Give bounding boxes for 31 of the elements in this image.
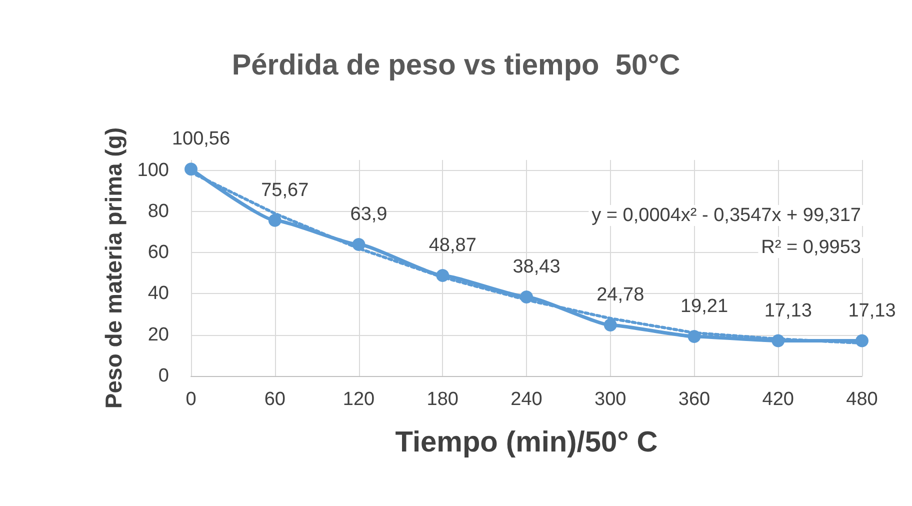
x-tick-label: 180 (426, 389, 458, 410)
y-tick-label: 100 (137, 160, 169, 181)
x-axis-title: Tiempo (min)/50° C (395, 426, 658, 458)
y-tick-label: 0 (158, 366, 169, 386)
data-label: 24,78 (596, 284, 644, 306)
y-axis-title: Peso de materia prima (g) (100, 127, 126, 409)
data-label: 75,67 (261, 180, 309, 201)
x-tick-label: 420 (762, 389, 794, 410)
point (268, 214, 282, 227)
data-label: 38,43 (512, 256, 560, 278)
x-tick-label: 480 (846, 389, 878, 410)
x-tick-label: 0 (186, 389, 196, 410)
point (604, 318, 617, 332)
chart-title: Pérdida de peso vs tiempo 50°C (232, 50, 680, 82)
annotation: y = 0,0004x² - 0,3547x + 99,317 (592, 205, 861, 226)
data-label: 100,56 (172, 128, 230, 150)
data-label: 17,13 (848, 300, 896, 322)
y-tick-label: 60 (148, 242, 169, 264)
x-tick-label: 240 (510, 389, 542, 410)
x-tick-label: 60 (264, 389, 286, 410)
y-tick-label: 80 (148, 200, 169, 222)
data-label: 63,9 (350, 204, 388, 226)
y-tick-label: 20 (148, 324, 169, 346)
y-tick-label: 40 (148, 283, 169, 304)
annotation: R² = 0,9953 (761, 237, 862, 258)
x-tick-label: 360 (678, 389, 710, 410)
x-tick-label: 300 (594, 389, 626, 410)
x-tick-label: 120 (342, 389, 375, 410)
data-label: 19,21 (680, 296, 728, 317)
data-label: 17,13 (764, 300, 812, 322)
data-label: 48,87 (428, 234, 476, 256)
